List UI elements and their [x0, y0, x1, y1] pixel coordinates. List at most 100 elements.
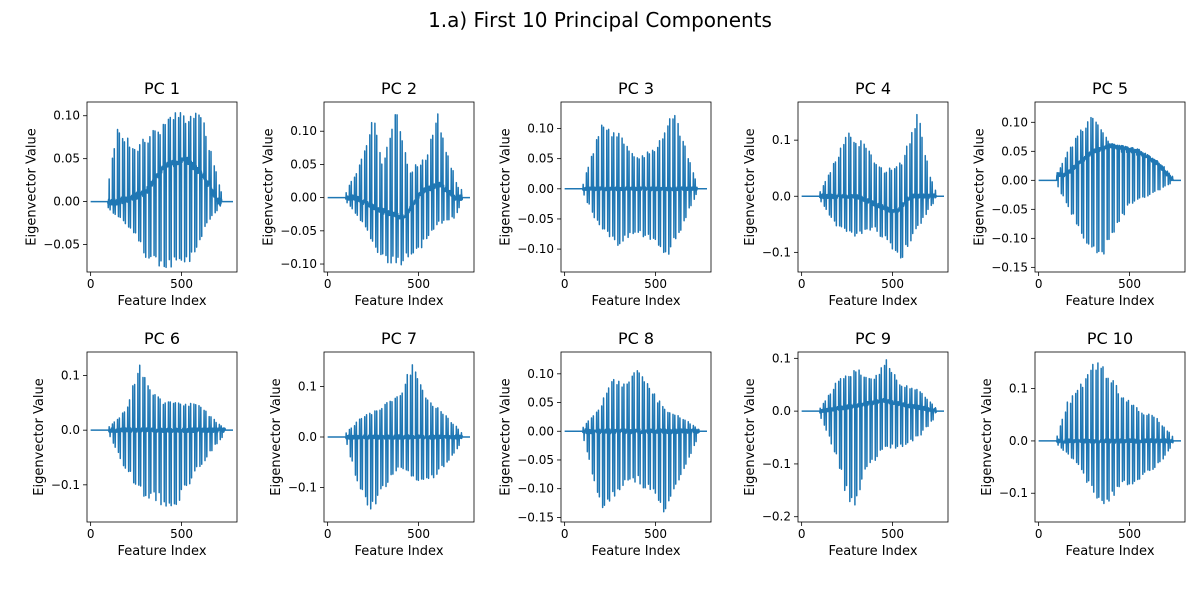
- subplot-2: PC 2 0 500 −0.10 −0.05 0.00 0.05 0.10 Feature In…: [262, 79, 475, 309]
- axes-frame: [797, 351, 949, 523]
- y-tick-label: −0.10: [517, 482, 554, 496]
- x-tick-label: 500: [644, 527, 667, 541]
- subplot-4: PC 4 0 500 −0.1 0.0 0.1 Feature Index Eigenvect…: [743, 79, 949, 309]
- series-line: [327, 364, 471, 510]
- axes-frame: [797, 101, 949, 273]
- x-tick-label: 500: [881, 277, 904, 291]
- x-axis-label: Feature Index: [828, 544, 917, 559]
- y-tick-label: 0.00: [1001, 173, 1028, 187]
- y-tick-label: 0.05: [1001, 144, 1028, 158]
- y-tick-label: −0.10: [991, 231, 1028, 245]
- y-tick-label: −0.2: [762, 510, 791, 524]
- x-axis-label: Feature Index: [828, 294, 917, 309]
- y-tick-label: 0.10: [527, 122, 554, 136]
- y-tick-label: 0.05: [527, 396, 554, 410]
- subplot-10: PC 10 0 500 −0.1 0.0 0.1 Feature Index Eigenvec…: [980, 329, 1186, 559]
- x-tick-label: 0: [561, 277, 569, 291]
- y-tick-label: 0.1: [772, 351, 791, 365]
- y-axis-label: Eigenvector Value: [980, 378, 995, 495]
- x-tick-label: 0: [324, 527, 332, 541]
- y-tick-label: 0.1: [61, 369, 80, 383]
- y-tick-label: 0.1: [298, 379, 317, 393]
- y-tick-label: 0.0: [772, 404, 791, 418]
- subplot-title: PC 1: [144, 79, 180, 98]
- subplot-9: PC 9 0 500 −0.2 −0.1 0.0 0.1 Feature Index Eigen…: [743, 329, 949, 559]
- subplot-title: PC 10: [1087, 329, 1133, 348]
- series-line: [801, 113, 945, 259]
- subplot-title: PC 9: [855, 329, 891, 348]
- y-tick-label: −0.1: [51, 478, 80, 492]
- series-line: [1038, 362, 1182, 505]
- series-line: [564, 114, 708, 255]
- axes-frame: [323, 101, 475, 273]
- y-tick-label: 0.10: [527, 367, 554, 381]
- y-tick-label: 0.1: [772, 133, 791, 147]
- y-axis-label: Eigenvector Value: [269, 378, 284, 495]
- x-axis-label: Feature Index: [117, 294, 206, 309]
- subplot-5: PC 5 0 500 −0.15 −0.10 −0.05 0.00 0.05 0.10 Featu…: [973, 79, 1186, 309]
- y-tick-label: −0.05: [991, 202, 1028, 216]
- y-tick-label: −0.1: [762, 457, 791, 471]
- x-axis-label: Feature Index: [354, 544, 443, 559]
- subplot-title: PC 8: [618, 329, 654, 348]
- axes-frame: [560, 351, 712, 523]
- y-tick-label: 0.05: [290, 157, 317, 171]
- x-tick-label: 500: [1118, 527, 1141, 541]
- y-axis-label: Eigenvector Value: [32, 378, 47, 495]
- y-tick-label: −0.1: [762, 245, 791, 259]
- y-tick-label: −0.1: [288, 481, 317, 495]
- subplot-title: PC 2: [381, 79, 417, 98]
- x-tick-label: 500: [1118, 277, 1141, 291]
- y-tick-label: 0.0: [298, 430, 317, 444]
- y-tick-label: 0.00: [527, 182, 554, 196]
- y-tick-label: −0.05: [43, 238, 80, 252]
- x-axis-label: Feature Index: [591, 294, 680, 309]
- axes-frame: [86, 101, 238, 273]
- subplot-title: PC 6: [144, 329, 180, 348]
- x-axis-label: Feature Index: [1065, 544, 1154, 559]
- y-tick-label: 0.0: [1009, 434, 1028, 448]
- y-tick-label: −0.1: [999, 486, 1028, 500]
- y-axis-label: Eigenvector Value: [262, 128, 277, 245]
- y-tick-label: −0.05: [517, 453, 554, 467]
- y-tick-label: 0.1: [1009, 382, 1028, 396]
- subplot-title: PC 3: [618, 79, 654, 98]
- y-axis-label: Eigenvector Value: [973, 128, 988, 245]
- y-tick-label: −0.10: [280, 257, 317, 271]
- series-line: [90, 111, 234, 269]
- y-tick-label: 0.0: [61, 423, 80, 437]
- axes-frame: [86, 351, 238, 523]
- x-tick-label: 500: [170, 277, 193, 291]
- y-tick-label: −0.10: [517, 242, 554, 256]
- x-tick-label: 0: [798, 277, 806, 291]
- y-tick-label: −0.05: [280, 224, 317, 238]
- x-tick-label: 500: [407, 527, 430, 541]
- x-axis-label: Feature Index: [117, 544, 206, 559]
- y-tick-label: −0.15: [991, 260, 1028, 274]
- series-line: [90, 364, 234, 507]
- y-tick-label: 0.05: [53, 152, 80, 166]
- subplot-3: PC 3 0 500 −0.10 −0.05 0.00 0.05 0.10 Feature In…: [499, 79, 712, 309]
- x-tick-label: 500: [644, 277, 667, 291]
- x-tick-label: 500: [881, 527, 904, 541]
- y-axis-label: Eigenvector Value: [743, 128, 758, 245]
- series-line: [801, 359, 945, 506]
- subplot-7: PC 7 0 500 −0.1 0.0 0.1 Feature Index Eigenvect…: [269, 329, 475, 559]
- subplot-6: PC 6 0 500 −0.1 0.0 0.1 Feature Index Eigenvect…: [32, 329, 238, 559]
- axes-frame: [560, 101, 712, 273]
- y-tick-label: 0.10: [1001, 115, 1028, 129]
- x-tick-label: 0: [1035, 277, 1043, 291]
- subplot-title: PC 5: [1092, 79, 1128, 98]
- y-tick-label: 0.10: [53, 109, 80, 123]
- subplot-1: PC 1 0 500 −0.05 0.00 0.05 0.10 Feature Index Ei…: [25, 79, 238, 309]
- series-line: [1038, 116, 1182, 255]
- y-tick-label: 0.05: [527, 152, 554, 166]
- y-axis-label: Eigenvector Value: [25, 128, 40, 245]
- axes-frame: [1034, 101, 1186, 273]
- x-axis-label: Feature Index: [354, 294, 443, 309]
- y-tick-label: 0.0: [772, 189, 791, 203]
- subplot-8: PC 8 0 500 −0.15 −0.10 −0.05 0.00 0.05 0.10 Featu…: [499, 329, 712, 559]
- x-axis-label: Feature Index: [1065, 294, 1154, 309]
